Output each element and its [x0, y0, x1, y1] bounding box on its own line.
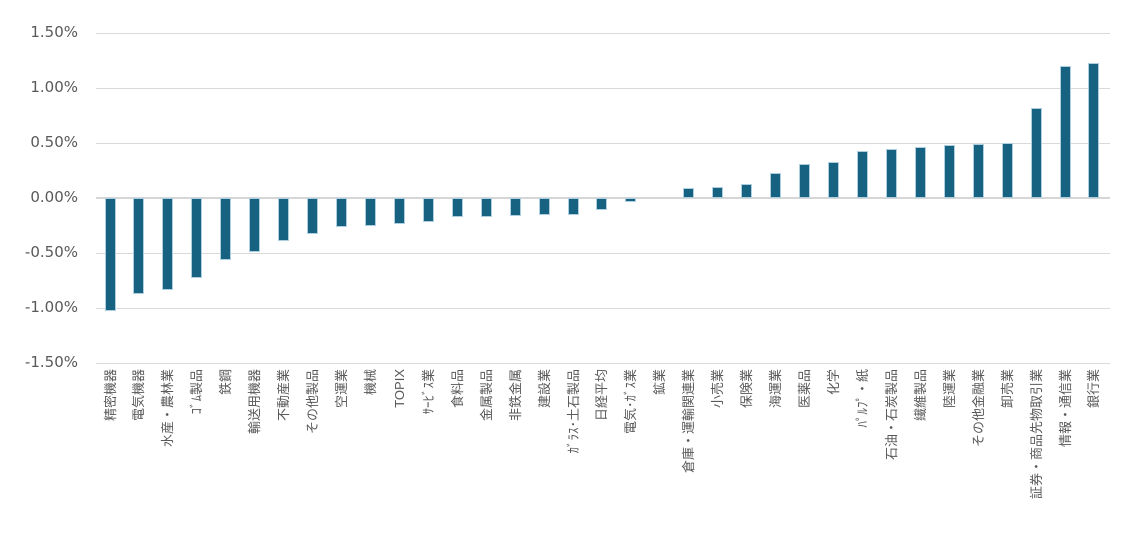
x-axis-tick-label: 空運業: [334, 369, 350, 409]
gridline: [96, 143, 1110, 144]
bar-positive: [1001, 143, 1013, 198]
x-axis-tick-label: 電気･ｶﾞｽ業: [623, 369, 639, 435]
bar-negative: [596, 198, 608, 211]
bar-positive: [1059, 66, 1071, 198]
x-axis-tick-label: 証券・商品先物取引業: [1028, 369, 1044, 500]
bar-positive: [828, 161, 839, 198]
bar-positive: [914, 147, 926, 198]
x-axis-tick-label: 輸送用機器: [247, 369, 263, 435]
x-axis-tick-label: 銀行業: [1086, 369, 1102, 409]
bar-positive: [741, 183, 753, 198]
bar-positive: [799, 163, 811, 198]
bar-positive: [770, 172, 782, 198]
bar-negative: [567, 198, 579, 215]
x-axis-tick-label: 鉄鋼: [218, 369, 234, 396]
x-axis-tick-label: 水産・農林業: [160, 369, 176, 448]
x-axis-tick-label: 精密機器: [102, 369, 118, 422]
y-axis-tick-label: -1.50%: [24, 353, 78, 371]
x-axis-tick-label: 小売業: [710, 369, 726, 409]
x-axis-tick-label: 保険業: [739, 369, 755, 409]
x-axis-tick-label: 日経平均: [594, 369, 610, 422]
bar-negative: [278, 198, 290, 241]
bar-negative: [104, 198, 116, 312]
bar-negative: [249, 198, 261, 252]
x-axis-tick-label: その他金融業: [970, 369, 986, 448]
bar-positive: [1030, 107, 1042, 198]
bar-negative: [220, 198, 232, 260]
x-axis-tick-label: 電気機器: [131, 369, 147, 422]
bar-positive: [943, 145, 955, 198]
x-axis-tick-label: 情報・通信業: [1057, 369, 1073, 448]
bar-positive: [885, 148, 897, 198]
bar-positive: [712, 187, 724, 198]
y-axis-tick-label: 1.00%: [30, 78, 78, 96]
x-axis-tick-label: 機械: [362, 369, 378, 396]
bar-negative: [393, 198, 405, 225]
gridline: [96, 88, 1110, 89]
bar-negative: [480, 198, 492, 217]
bar-negative: [509, 198, 521, 216]
bar-positive: [1088, 62, 1100, 198]
x-axis-tick-label: ｻｰﾋﾞｽ業: [420, 369, 436, 415]
y-axis-tick-label: 0.50%: [30, 133, 78, 151]
y-axis-tick-label: 0.00%: [30, 188, 78, 206]
bar-negative: [162, 198, 174, 291]
bar-positive: [683, 188, 695, 198]
bar-negative: [364, 198, 376, 226]
x-axis-tick-label: 化学: [826, 369, 841, 396]
bar-negative: [191, 198, 203, 279]
y-axis-tick-label: -1.00%: [24, 298, 78, 316]
bar-negative: [307, 198, 319, 235]
x-axis-tick-label: 繊維製品: [912, 369, 928, 422]
y-axis-tick-label: 1.50%: [30, 23, 78, 41]
y-axis-tick-label: -0.50%: [24, 243, 78, 261]
x-axis-tick-label: ｶﾞﾗｽ･土石製品: [565, 369, 581, 454]
x-axis-tick-label: ﾊﾟﾙﾌﾟ・紙: [854, 369, 870, 428]
x-axis-tick-label: TOPIX: [391, 369, 407, 408]
bar-positive: [972, 144, 984, 198]
bar-negative: [422, 198, 434, 223]
bar-negative: [538, 198, 550, 215]
gridline: [96, 253, 1110, 254]
x-axis-tick-label: 石油・石炭製品: [883, 369, 899, 461]
x-axis-tick-label: 非鉄金属: [507, 369, 523, 422]
bar-negative: [336, 198, 348, 227]
gridline: [96, 308, 1110, 309]
x-axis-tick-label: 金属製品: [478, 369, 494, 422]
x-axis-tick-label: 食料品: [449, 369, 465, 409]
x-axis-tick-label: ｺﾞﾑ製品: [189, 369, 205, 415]
bar-negative: [133, 198, 145, 294]
bar-negative: [625, 198, 637, 203]
bar-negative: [451, 198, 463, 217]
gridline: [96, 363, 1110, 364]
bar-positive: [856, 150, 868, 198]
x-axis-tick-label: 医薬品: [797, 369, 813, 409]
x-axis-tick-label: 鉱業: [652, 369, 668, 396]
x-axis-tick-label: その他製品: [305, 369, 321, 435]
x-axis-tick-label: 建設業: [536, 369, 552, 409]
x-axis-tick-label: 卸売業: [999, 369, 1015, 409]
gridline: [96, 33, 1110, 34]
x-axis-tick-label: 倉庫・運輸関連業: [681, 369, 697, 474]
x-axis-tick-label: 不動産業: [276, 369, 292, 422]
x-axis-tick-label: 陸運業: [941, 369, 957, 409]
x-axis-tick-label: 海運業: [768, 369, 784, 409]
